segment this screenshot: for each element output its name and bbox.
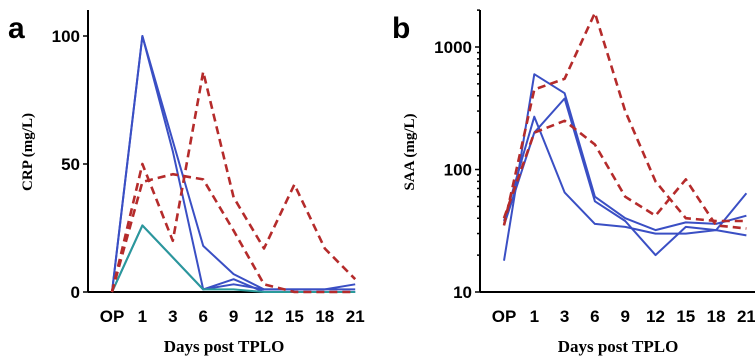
x-tick-label: OP [100, 307, 125, 326]
panel-b: b 10 100 1000 OP 1 3 6 9 12 15 18 21 Days post TPLO SA… [392, 9, 755, 356]
x-tick-label: 21 [346, 307, 365, 326]
x-tick-label: 18 [315, 307, 334, 326]
x-tick-label: 3 [168, 307, 177, 326]
x-axis-title: Days post TPLO [164, 337, 285, 356]
x-tick-label: 1 [530, 307, 539, 326]
x-axis-title: Days post TPLO [558, 337, 679, 356]
series-line [111, 224, 356, 293]
x-tick-label: 6 [198, 307, 207, 326]
panel-letter: b [392, 12, 410, 45]
x-tick-label: 1 [138, 307, 147, 326]
x-tick-label: 12 [255, 307, 274, 326]
x-tick-label: 21 [737, 307, 755, 326]
x-tick-label: 9 [229, 307, 238, 326]
y-tick-label: 10 [453, 283, 472, 302]
series-line [111, 35, 356, 293]
y-tick-label: 100 [444, 161, 472, 180]
series-line [111, 224, 356, 293]
series-line [111, 35, 356, 293]
y-tick-label: 100 [52, 27, 80, 46]
x-tick-label: 18 [707, 307, 726, 326]
y-axis-title: SAA (mg/L) [402, 113, 418, 190]
x-tick-label: OP [492, 307, 517, 326]
series-line [503, 115, 747, 237]
series-line [503, 73, 747, 261]
series-line [110, 172, 356, 294]
panel-a: a 0 50 100 OP 1 3 6 9 12 15 18 21 Days post TPLO CRP (… [8, 10, 365, 356]
y-tick-label: 0 [71, 283, 80, 302]
x-tick-label: 6 [590, 307, 599, 326]
y-tick-label: 50 [61, 155, 80, 174]
series-line [503, 97, 748, 257]
x-tick-label: 15 [676, 307, 695, 326]
panel-letter: a [8, 12, 25, 45]
y-axis-title: CRP (mg/L) [20, 113, 36, 191]
series-line [502, 11, 747, 226]
series-line [502, 119, 747, 230]
x-tick-label: 3 [560, 307, 569, 326]
y-tick-label: 1000 [434, 38, 472, 57]
series-line [110, 70, 357, 293]
x-tick-label: 12 [646, 307, 665, 326]
x-tick-label: 15 [285, 307, 304, 326]
x-tick-label: 9 [620, 307, 629, 326]
